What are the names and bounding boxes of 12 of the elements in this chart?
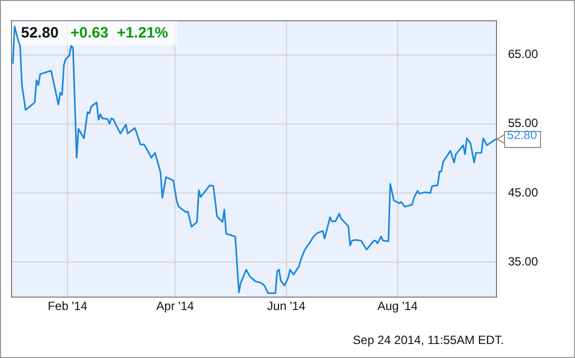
text: Sep 24 2014, 11:55AM EDT. — [352, 333, 504, 347]
chart-subtitle: +0.63 +1.21% — [70, 24, 168, 42]
y-tick-label: 65.00 — [508, 47, 538, 62]
annotation: 52.80 — [507, 128, 538, 142]
x-tick-label: Jun '14 — [267, 299, 306, 314]
y-tick-label: 55.00 — [508, 116, 538, 130]
x-tick-label: Feb '14 — [48, 299, 88, 314]
y-tick-label: 45.00 — [508, 185, 538, 200]
x-tick-label: Aug '14 — [377, 299, 418, 314]
chart-title: 52.80 — [21, 24, 59, 42]
x-tick-label: Apr '14 — [156, 299, 194, 314]
y-tick-label: 35.00 — [508, 254, 538, 268]
